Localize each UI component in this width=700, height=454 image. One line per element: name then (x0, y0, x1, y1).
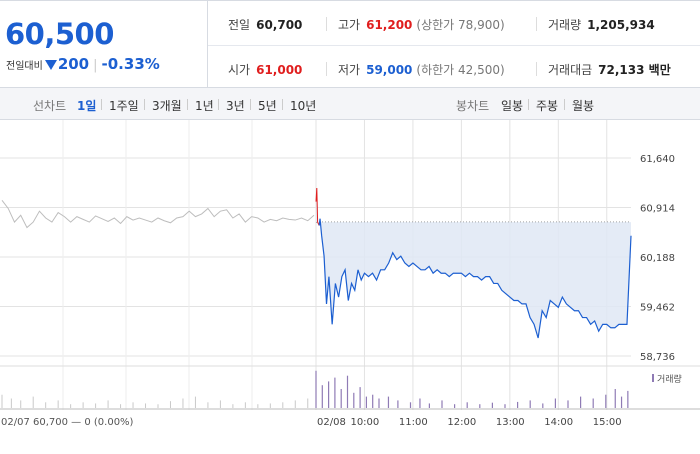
tab-5years[interactable]: 5년 (258, 99, 277, 113)
amount-label: 거래대금 (548, 63, 593, 77)
price-change-line: 전일대비 200 | -0.33% (6, 55, 160, 73)
stat-low: 저가 59,000 (하한가 42,500) (338, 61, 505, 78)
tab-3months[interactable]: 3개월 (152, 99, 182, 113)
divider (326, 17, 327, 31)
down-triangle-icon (44, 60, 57, 70)
stat-amount: 거래대금 72,133 백만 (548, 61, 671, 78)
tab-daily-candle[interactable]: 일봉 (501, 99, 524, 113)
change-percent: -0.33% (101, 55, 160, 73)
x-tick-label: 10:00 (350, 417, 379, 428)
y-tick-label: 60,914 (640, 204, 675, 215)
y-tick-label: 59,462 (640, 303, 675, 314)
divider (187, 99, 188, 110)
x-tick-label: 02/08 (317, 417, 346, 428)
current-price: 60,500 (5, 17, 114, 51)
low-value: 59,000 (366, 63, 413, 77)
high-label: 고가 (338, 18, 361, 32)
tab-1year[interactable]: 1년 (195, 99, 214, 113)
price-line-up (315, 187, 320, 226)
divider (250, 99, 251, 110)
below-prev-close-area (316, 188, 631, 338)
divider (528, 99, 529, 110)
x-tick-label: 11:00 (399, 417, 428, 428)
x-tick-label: 14:00 (544, 417, 573, 428)
y-tick-label: 58,736 (640, 352, 675, 363)
prev-close-label: 전일 (228, 18, 251, 32)
intraday-chart[interactable]: 61,640 60,914 60,188 59,462 58,736 거래량 02/08 10… (0, 120, 700, 450)
tab-10years[interactable]: 10년 (290, 99, 317, 113)
volume-value: 1,205,934 (587, 18, 655, 32)
divider (326, 62, 327, 76)
prev-close-value: 60,700 (256, 18, 303, 32)
volume-label: 거래량 (548, 18, 582, 32)
price-summary-panel: 60,500 전일대비 200 | -0.33% 전일 60,700 고가 61,200(… (0, 0, 700, 88)
tab-monthly-candle[interactable]: 월봉 (572, 99, 595, 113)
high-value: 61,200 (366, 18, 413, 32)
x-tick-label: 13:00 (496, 417, 525, 428)
y-tick-label: 61,640 (640, 154, 675, 165)
y-tick-label: 60,188 (640, 253, 675, 264)
amount-value: 72,133 백만 (598, 63, 671, 77)
stat-volume: 거래량 1,205,934 (548, 16, 655, 33)
change-amount: 200 (57, 55, 90, 73)
stat-high: 고가 61,200 (상한가 78,900) (338, 16, 505, 33)
tab-1week[interactable]: 1주일 (109, 99, 139, 113)
tab-weekly-candle[interactable]: 주봉 (536, 99, 559, 113)
divider (282, 99, 283, 110)
volume-legend-swatch (652, 374, 654, 382)
price-line-down (318, 218, 632, 339)
current-price-box: 60,500 전일대비 200 | -0.33% (0, 1, 208, 88)
divider: | (93, 58, 98, 73)
chart-period-tabbar: 선차트 1일 1주일 3개월 1년 3년 5년 10년 봉차트 일봉 주봉 월봉 (0, 88, 700, 120)
open-label: 시가 (228, 63, 251, 77)
divider (536, 62, 537, 76)
x-tick-label: 15:00 (593, 417, 622, 428)
divider (218, 99, 219, 110)
prev-day-line (1, 199, 315, 229)
tab-3years[interactable]: 3년 (226, 99, 245, 113)
change-label: 전일대비 (6, 61, 43, 72)
lower-limit: (하한가 42,500) (416, 63, 505, 77)
prev-day-footer: 02/07 60,700 — 0 (0.00%) (1, 417, 134, 428)
divider (144, 99, 145, 110)
volume-legend-label: 거래량 (657, 373, 682, 385)
line-chart-label: 선차트 (33, 99, 67, 113)
tab-1day[interactable]: 1일 (77, 99, 97, 113)
stat-open: 시가 61,000 (228, 61, 302, 78)
stat-prev-close: 전일 60,700 (228, 16, 302, 33)
divider (536, 17, 537, 31)
candle-chart-label: 봉차트 (456, 99, 490, 113)
low-label: 저가 (338, 63, 361, 77)
open-value: 61,000 (256, 63, 303, 77)
divider (101, 99, 102, 110)
price-chart-svg: 61,640 60,914 60,188 59,462 58,736 거래량 02/08 10… (0, 120, 700, 428)
x-tick-label: 12:00 (447, 417, 476, 428)
upper-limit: (상한가 78,900) (416, 18, 505, 32)
divider (564, 99, 565, 110)
divider (208, 45, 700, 46)
